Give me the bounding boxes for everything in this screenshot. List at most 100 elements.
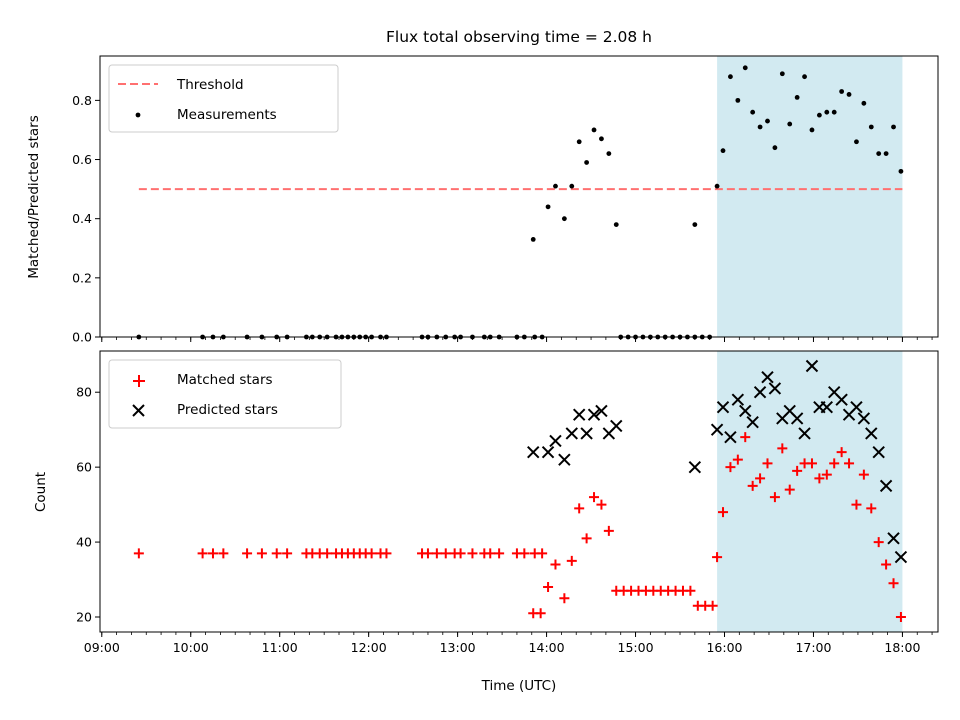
panel-ratio: 0.00.20.40.60.8 Matched/Predicted stars …: [26, 55, 939, 345]
legend-predicted-swatch: [132, 404, 145, 417]
measurements-point: [868, 124, 874, 130]
matched-stars-point: [574, 503, 585, 514]
predicted-stars-point: [790, 412, 804, 425]
predicted-stars-point: [768, 382, 782, 395]
matched-stars-point: [440, 548, 451, 559]
panel-ratio-frame: [99, 55, 939, 338]
matched-stars-point: [133, 548, 144, 559]
y-tick-label: 80: [76, 385, 92, 400]
y-tick-label: 0.6: [72, 152, 92, 167]
legend-predicted-label: Predicted stars: [177, 402, 278, 418]
x-tick-label: 15:00: [618, 640, 654, 655]
predicted-stars-point: [887, 532, 900, 545]
measurements-point: [599, 136, 604, 142]
x-tick-label: 18:00: [884, 640, 920, 655]
matched-stars-point: [381, 548, 392, 559]
predicted-stars-point: [739, 404, 752, 418]
matched-stars-point: [455, 548, 466, 559]
matched-stars-point: [581, 533, 592, 544]
matched-stars-point: [543, 582, 554, 593]
measurements-point: [839, 89, 845, 94]
panel-count: 09:00 10:00 11:00 12:00 13:00 14:00 15:00 16:00…: [33, 350, 939, 694]
predicted-stars-point: [724, 430, 737, 444]
matched-stars-point: [725, 462, 736, 473]
matched-stars-point: [566, 555, 577, 566]
measurements-point: [846, 92, 852, 97]
measurements-point: [553, 183, 558, 189]
measurements-point: [802, 74, 807, 80]
x-tick-label: 10:00: [173, 640, 209, 655]
x-tick-label: 16:00: [706, 640, 742, 655]
matched-stars-point: [603, 525, 614, 536]
matched-stars-point: [550, 559, 561, 570]
x-tick-label: 14:00: [529, 640, 565, 655]
matched-stars-point: [777, 443, 788, 454]
matched-stars-point: [881, 559, 892, 570]
panel-ratio-shade: [717, 56, 903, 337]
matched-stars-point: [806, 458, 817, 469]
predicted-stars-point: [746, 415, 759, 429]
predicted-stars-point: [798, 427, 811, 440]
y-tick-label: 20: [76, 610, 92, 625]
matched-stars-point: [844, 458, 855, 469]
legend-matched-label: Matched stars: [177, 372, 273, 388]
predicted-stars-point: [587, 408, 601, 421]
y-tick-label: 0.4: [72, 211, 92, 226]
matched-stars-point: [769, 492, 780, 503]
matched-stars-point: [792, 465, 803, 476]
matched-stars-point: [851, 499, 862, 510]
panel-ratio-ylabel: Matched/Predicted stars: [26, 115, 42, 278]
predicted-stars-point: [805, 359, 819, 373]
predicted-stars-point: [879, 479, 893, 493]
predicted-stars-point: [761, 371, 774, 384]
measurements-point: [714, 183, 720, 189]
measurements-point: [757, 124, 763, 130]
measurements-point: [545, 204, 551, 210]
matched-stars-point: [596, 499, 607, 510]
matched-stars-point: [494, 548, 505, 559]
matched-stars-point: [467, 548, 478, 559]
predicted-stars-point: [527, 445, 540, 459]
matched-stars-point: [712, 552, 723, 563]
matched-stars-point: [718, 507, 729, 518]
matched-stars-point: [207, 548, 218, 559]
measurements-point: [876, 151, 882, 157]
predicted-stars-point: [820, 400, 834, 414]
y-tick-label: 0.8: [72, 93, 92, 108]
measurements-point: [692, 222, 698, 228]
measurements-point: [591, 127, 597, 133]
matched-stars-point: [762, 458, 773, 469]
measurements-point: [854, 139, 859, 145]
matched-stars-point: [888, 578, 899, 589]
matched-stars-point: [732, 454, 743, 465]
panel-count-frame: [99, 350, 939, 633]
predicted-stars-point: [572, 408, 586, 421]
measurements-point: [613, 222, 619, 228]
legend-measurements-swatch: [135, 112, 141, 118]
measurements-point: [765, 118, 770, 124]
matched-stars-point: [242, 548, 253, 559]
x-tick-label: 13:00: [440, 640, 476, 655]
matched-stars-point: [559, 593, 570, 604]
matched-stars-point: [873, 537, 884, 548]
matched-stars-point: [685, 585, 696, 596]
predicted-stars-point: [558, 453, 571, 466]
legend-matched-swatch: [133, 375, 145, 387]
y-tick-label: 60: [76, 460, 92, 475]
x-tick-label: 11:00: [262, 640, 298, 655]
predicted-stars-point: [731, 393, 745, 406]
measurements-point: [728, 74, 733, 80]
legend-measurements-label: Measurements: [177, 107, 277, 123]
measurements-point: [816, 112, 822, 118]
legend-ratio-box: [108, 64, 339, 133]
matched-stars-point: [858, 469, 869, 480]
legend-ratio: Threshold Measurements: [108, 64, 339, 133]
matched-stars-point: [485, 548, 496, 559]
predicted-stars-point: [710, 423, 724, 436]
matched-stars-point: [218, 548, 229, 559]
measurements-point: [735, 97, 741, 103]
matched-stars-point: [836, 447, 847, 458]
measurements-point: [861, 100, 867, 106]
measurements-point: [750, 109, 756, 115]
